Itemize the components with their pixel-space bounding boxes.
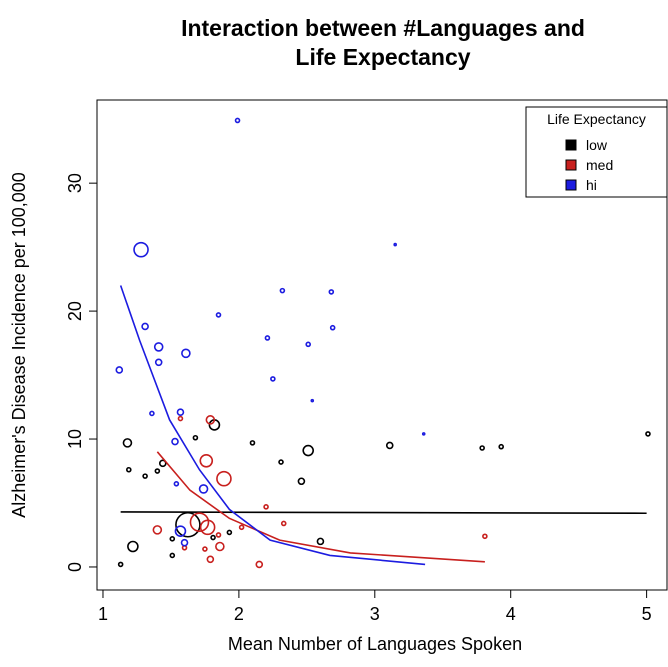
x-tick-label: 4 [506, 604, 516, 624]
point [154, 468, 161, 474]
point [122, 438, 133, 448]
point [198, 484, 209, 494]
point [328, 289, 335, 295]
legend-swatch [565, 159, 577, 171]
plot-box [96, 99, 668, 591]
point [199, 453, 214, 468]
point [215, 541, 225, 552]
fit-line [120, 511, 647, 515]
legend-label: med [586, 157, 613, 173]
point [176, 408, 185, 416]
x-tick-label: 2 [234, 604, 244, 624]
point [199, 519, 216, 536]
legend-label: hi [586, 177, 597, 193]
point [316, 537, 325, 546]
point [215, 312, 222, 318]
x-tick-label: 1 [98, 604, 108, 624]
point [280, 520, 287, 527]
x-axis-label: Mean Number of Languages Spoken [228, 634, 522, 654]
chart-title: Life Expectancy [295, 44, 470, 70]
point [278, 459, 284, 465]
point [117, 561, 124, 568]
point [215, 532, 222, 538]
point [202, 546, 208, 552]
y-tick-label: 30 [65, 173, 85, 193]
legend-swatch [565, 139, 577, 151]
legend-title: Life Expectancy [547, 111, 646, 127]
point [329, 324, 336, 331]
point [133, 241, 149, 258]
point [153, 342, 164, 352]
point [393, 242, 397, 247]
point [180, 538, 189, 547]
point [385, 441, 394, 450]
point [205, 415, 216, 425]
point [255, 560, 264, 569]
point [226, 529, 233, 536]
x-tick-label: 5 [642, 604, 652, 624]
point [206, 555, 215, 564]
fit-line [156, 451, 485, 563]
point [175, 511, 201, 538]
point [177, 415, 184, 422]
point [174, 525, 187, 537]
point [149, 410, 155, 417]
point [192, 434, 199, 441]
chart-title: Interaction between #Languages and [181, 15, 585, 41]
point [169, 552, 176, 559]
point [270, 376, 276, 382]
point [279, 287, 286, 294]
point [210, 534, 216, 541]
point [234, 117, 241, 124]
point [126, 466, 132, 473]
point [645, 431, 651, 437]
x-tick-label: 3 [370, 604, 380, 624]
y-tick-label: 10 [65, 429, 85, 449]
point [154, 358, 163, 367]
point [479, 445, 485, 451]
y-tick-label: 0 [65, 562, 85, 572]
point [171, 437, 179, 446]
point [127, 540, 139, 553]
point [141, 322, 149, 331]
point [238, 524, 245, 531]
point [216, 470, 232, 487]
point [115, 366, 124, 374]
point [264, 335, 271, 341]
point [421, 432, 426, 436]
legend-label: low [586, 137, 608, 153]
point [263, 504, 269, 510]
point [169, 536, 176, 542]
point [189, 512, 210, 532]
point [482, 533, 488, 540]
point [498, 443, 504, 450]
y-tick-label: 20 [65, 301, 85, 321]
point [305, 341, 312, 348]
point [152, 525, 163, 535]
point [249, 440, 256, 446]
point [310, 398, 315, 403]
point [181, 348, 191, 359]
legend-swatch [565, 179, 577, 191]
point [158, 459, 167, 468]
point [302, 444, 315, 457]
legend-box [525, 106, 668, 198]
y-axis-label: Alzheimer's Disease Incidence per 100,00… [9, 172, 29, 518]
fit-line [119, 285, 426, 566]
point [142, 473, 148, 479]
point [173, 481, 180, 487]
point [297, 477, 306, 486]
